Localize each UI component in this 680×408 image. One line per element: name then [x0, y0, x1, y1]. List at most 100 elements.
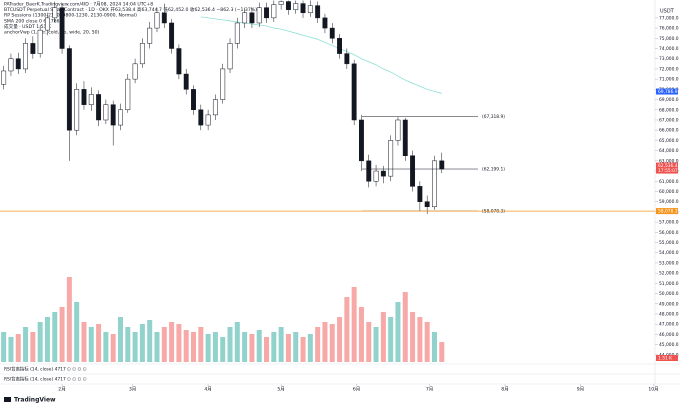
- candle-body: [52, 7, 58, 19]
- candle-body: [315, 5, 321, 19]
- volume-bar: [169, 322, 175, 362]
- candle-body: [278, 1, 284, 5]
- y-tick-label: 65,000.0: [659, 138, 679, 144]
- candle-body: [139, 43, 145, 65]
- header-line: anchorVwp (1, atr, cold, no, wide, 20, 5…: [4, 30, 100, 36]
- level-label: (62,199.1): [482, 167, 505, 173]
- volume-bar: [161, 327, 167, 362]
- x-tick-label: 8月: [501, 387, 509, 393]
- y-tick-label: 52,000.0: [659, 271, 679, 277]
- volume-bar: [132, 332, 138, 362]
- alert-axis-box: [656, 208, 678, 215]
- candle-body: [147, 27, 153, 44]
- candle-body: [23, 43, 29, 70]
- candle-body: [300, 3, 306, 14]
- volume-bar: [59, 307, 65, 362]
- candle-body: [15, 58, 21, 70]
- countdown: 17:55:07: [658, 168, 678, 174]
- volume-bar: [300, 337, 306, 362]
- header-line: 成交量 · USDT 1.51 K: [4, 23, 52, 30]
- x-tick-label: 5月: [277, 387, 285, 393]
- logo-mark: [4, 397, 11, 402]
- volume-bar: [1, 332, 7, 362]
- volume-bar: [329, 324, 335, 362]
- x-tick-label: 3月: [129, 387, 137, 393]
- volume-bar: [337, 317, 343, 362]
- x-tick-label: 9月: [577, 387, 585, 393]
- candle-body: [227, 43, 233, 70]
- volume-bar: [52, 312, 58, 362]
- volume-bar: [307, 334, 313, 362]
- y-tick-label: 46,000.0: [659, 332, 679, 338]
- y-tick-label: 66,000.0: [659, 128, 679, 134]
- volume-bar: [37, 322, 43, 362]
- volume-bar: [117, 317, 123, 362]
- y-tick-label: 69,000.0: [659, 97, 679, 103]
- candle-body: [1, 70, 7, 85]
- candle-body: [337, 38, 342, 54]
- y-tick-label: 67,000.0: [659, 117, 679, 123]
- y-tick-label: 45,000.0: [659, 342, 679, 348]
- volume-bar: [278, 327, 284, 362]
- last-price-box: [656, 162, 678, 174]
- volume-bar: [96, 324, 102, 362]
- volume-bar: [395, 302, 401, 362]
- volume-bar: [74, 302, 80, 362]
- header-line: SMA 200 close 0 69,786.9: [4, 18, 64, 24]
- candle-body: [366, 160, 372, 182]
- level-label: (58,078.3): [482, 209, 505, 215]
- candle-body: [8, 58, 14, 72]
- volume-bar: [410, 312, 416, 362]
- volume-bar: [358, 307, 364, 362]
- candle-body: [59, 7, 65, 49]
- candle-body: [242, 12, 248, 24]
- y-tick-label: 71,000.0: [659, 77, 679, 83]
- volume-bar: [264, 337, 270, 362]
- ma-axis-box: [656, 88, 678, 95]
- x-tick-label: 10月: [648, 387, 658, 393]
- x-tick-label: 7月: [426, 387, 434, 393]
- volume-bar: [439, 342, 445, 362]
- candle-body: [132, 63, 138, 80]
- candle-body: [81, 89, 87, 105]
- volume-bar: [322, 322, 328, 362]
- y-tick-label: 47,000.0: [659, 322, 679, 328]
- candle-body: [329, 27, 335, 39]
- candle-body: [161, 12, 167, 24]
- candle-body: [125, 78, 131, 111]
- y-tick-label: 76,000.0: [659, 26, 679, 32]
- volume-bar: [344, 297, 350, 362]
- candle-body: [432, 160, 437, 208]
- y-tick-label: 63,000.0: [659, 158, 679, 164]
- candle-body: [264, 7, 269, 19]
- volume-bar: [366, 322, 372, 362]
- volume-bar: [220, 337, 226, 362]
- y-tick-label: 68,000.0: [659, 107, 679, 113]
- indicator-label: RSI背离指标 (14, close) 4717 ∅ ∅ ∅ ∅: [4, 376, 87, 383]
- candle-body: [322, 17, 328, 29]
- candle-body: [205, 114, 211, 126]
- y-tick-label: 56,000.0: [659, 230, 679, 236]
- y-tick-label: 50,000.0: [659, 291, 679, 297]
- candle-body: [212, 99, 218, 116]
- volume-bar: [285, 334, 291, 362]
- candle-body: [402, 119, 408, 156]
- last-price-label: 62,536.4: [658, 163, 678, 169]
- candle-body: [169, 22, 175, 49]
- candle-body: [30, 43, 36, 54]
- volume-bar: [154, 332, 160, 362]
- y-tick-label: 51,000.0: [659, 281, 679, 287]
- x-tick-label: 2月: [58, 387, 66, 393]
- volume-bar: [212, 332, 218, 362]
- candle-body: [256, 7, 262, 24]
- x-tick-label: 4月: [204, 387, 212, 393]
- candle-body: [191, 89, 196, 111]
- candle-body: [410, 155, 416, 187]
- moving-average: [200, 16, 442, 94]
- volume-bar: [147, 320, 153, 362]
- level-label: (67,318.9): [482, 114, 505, 120]
- candle-body: [307, 5, 313, 14]
- ma-axis-label: 69,786.9: [658, 89, 678, 95]
